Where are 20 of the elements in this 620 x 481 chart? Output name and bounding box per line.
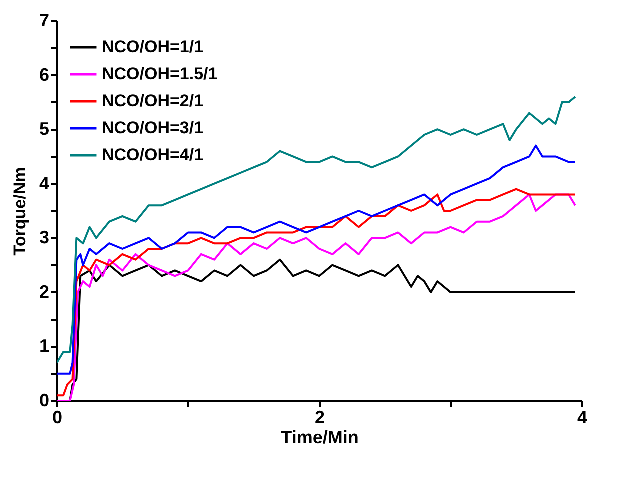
- x-axis-title: Time/Min: [281, 428, 359, 448]
- y-tick-label: 4: [39, 173, 50, 194]
- x-tick-label: 4: [577, 408, 588, 428]
- line-series: [57, 144, 576, 375]
- y-axis-title: Torque/Nm: [10, 167, 30, 256]
- line-series: [57, 96, 576, 364]
- y-tick-label: 0: [39, 390, 50, 410]
- legend-label: NCO/OH=4/1: [102, 146, 204, 164]
- legend-label: NCO/OH=1/1: [102, 38, 204, 56]
- legend-label: NCO/OH=3/1: [102, 118, 204, 138]
- y-tick-label: 3: [39, 228, 50, 248]
- legend-label: NCO/OH=2/1: [102, 92, 204, 110]
- y-tick-label: 7: [39, 10, 50, 30]
- y-tick-label: 6: [39, 64, 50, 85]
- y-tick-label: 5: [39, 119, 50, 140]
- x-tick-label: 2: [314, 408, 326, 428]
- y-tick-label: 2: [39, 282, 50, 302]
- y-tick-label: 1: [39, 336, 50, 356]
- legend-label: NCO/OH=1.5/1: [102, 64, 218, 84]
- x-tick-label: 0: [52, 408, 63, 428]
